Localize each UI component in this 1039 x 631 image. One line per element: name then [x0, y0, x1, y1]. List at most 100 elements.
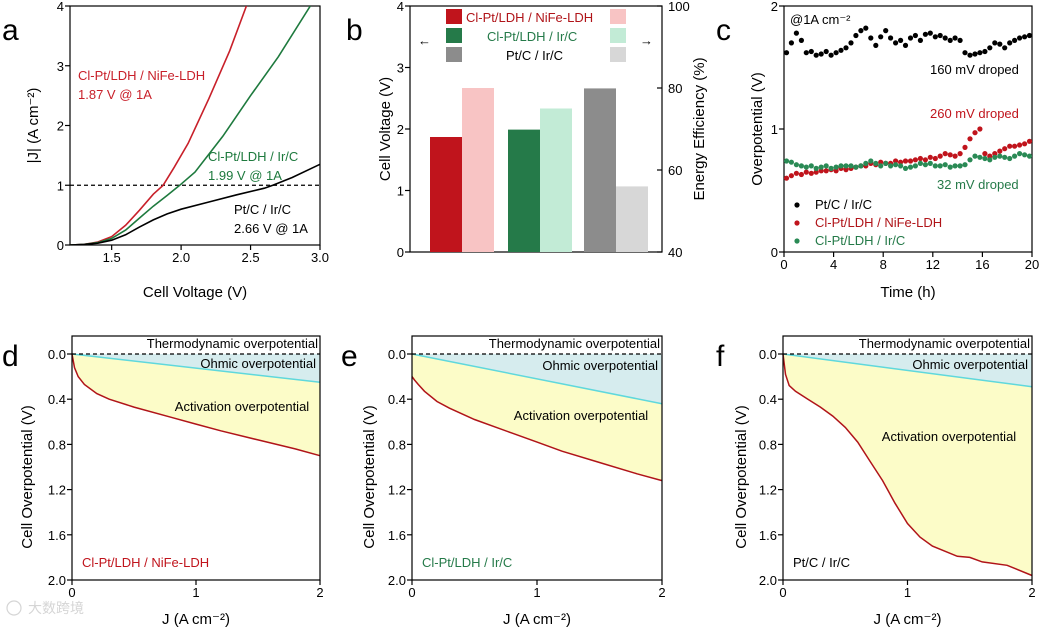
- c-data-point: [962, 50, 968, 56]
- b-y-tick-label: 2: [397, 122, 404, 137]
- c-data-point: [937, 163, 943, 169]
- c-x-axis-label: Time (h): [880, 284, 935, 301]
- c-data-point: [942, 162, 948, 168]
- a-y-axis-label: |J| (A cm⁻²): [25, 88, 42, 164]
- c-data-point: [888, 35, 894, 41]
- c-data-point: [878, 34, 884, 40]
- b-y2-tick-label: 60: [668, 163, 682, 178]
- c-data-point: [883, 28, 889, 34]
- b-y-axis-label: Cell Voltage (V): [377, 77, 394, 181]
- c-data-point: [1026, 138, 1033, 144]
- b-legend-label: Cl-Pt/LDH / NiFe-LDH: [466, 10, 593, 25]
- a-series-label: Pt/C / Ir/C: [234, 202, 291, 217]
- f-region-label: Thermodynamic overpotential: [859, 336, 1030, 351]
- f-y-tick-label: 0.8: [759, 437, 777, 452]
- e-y-tick-label: 0.0: [388, 347, 406, 362]
- c-data-point: [1007, 40, 1013, 46]
- panel-b: 0 1 2 3 4 40 60 80 100 Cl-Pt/LDH / NiFe-LDH Cl-Pt/…: [377, 0, 708, 260]
- c-x-tick-label: 4: [830, 257, 837, 272]
- c-data-point: [853, 32, 859, 39]
- c-data-point: [788, 40, 795, 46]
- c-data-point: [878, 159, 884, 165]
- c-x-tick-label: 16: [975, 257, 989, 272]
- d-region-label: Activation overpotential: [175, 399, 310, 414]
- b-legend-swatch: [446, 28, 462, 43]
- c-data-point: [997, 153, 1003, 159]
- d-region-label: Ohmic overpotential: [200, 356, 316, 371]
- c-data-point: [987, 45, 993, 51]
- a-y-tick-label: 4: [57, 0, 64, 14]
- c-data-point: [927, 160, 933, 166]
- c-data-point: [1017, 35, 1023, 41]
- a-x-tick-label: 2.5: [242, 250, 260, 265]
- c-data-point: [957, 37, 963, 44]
- c-data-point: [1002, 146, 1008, 152]
- d-y-tick-label: 0.8: [48, 437, 66, 452]
- d-y-tick-label: 1.6: [48, 528, 66, 543]
- panel-letter-a: a: [2, 14, 19, 47]
- panel-letter-b: b: [346, 14, 363, 47]
- c-legend-label: Cl-Pt/LDH / Ir/C: [815, 233, 905, 248]
- c-data-point: [843, 167, 849, 173]
- c-data-point: [788, 159, 795, 165]
- c-data-point: [833, 164, 839, 170]
- c-data-point: [982, 155, 988, 162]
- f-y-tick-label: 0.4: [759, 392, 777, 407]
- a-y-tick-label: 0: [57, 238, 64, 253]
- d-x-tick-label: 2: [316, 585, 323, 600]
- e-activation-area: [412, 354, 662, 481]
- f-x-tick-label: 2: [1028, 585, 1035, 600]
- a-x-tick-label: 2.0: [172, 250, 190, 265]
- b-arrow-right: →: [640, 33, 653, 48]
- c-data-point: [992, 40, 998, 46]
- c-data-point: [818, 168, 824, 174]
- f-sample-label: Pt/C / Ir/C: [793, 555, 850, 570]
- f-ohmic-line: [782, 353, 1033, 388]
- c-data-point: [868, 35, 874, 41]
- b-y-tick-label: 4: [397, 0, 404, 14]
- c-data-point: [962, 162, 968, 168]
- c-y-axis-label: Overpotential (V): [749, 72, 766, 185]
- d-region-label: Thermodynamic overpotential: [147, 336, 318, 351]
- c-data-point: [972, 130, 978, 136]
- c-data-point: [868, 158, 874, 164]
- d-ohmic-line: [71, 353, 321, 383]
- c-data-point: [813, 52, 819, 58]
- c-data-point: [917, 160, 924, 166]
- c-data-point: [783, 158, 790, 164]
- e-region-label: Thermodynamic overpotential: [489, 336, 660, 351]
- c-data-point: [898, 159, 904, 165]
- c-data-point: [828, 52, 834, 58]
- c-x-tick-label: 20: [1025, 257, 1039, 272]
- e-y-tick-label: 1.2: [388, 483, 406, 498]
- c-data-point: [848, 163, 854, 169]
- b-legend-swatch: [446, 47, 462, 62]
- b-legend-swatch: [446, 9, 462, 24]
- c-data-point: [828, 165, 834, 171]
- c-data-point: [1022, 141, 1028, 147]
- c-data-point: [803, 164, 809, 170]
- b-voltage-bar: [508, 129, 540, 252]
- c-data-point: [888, 163, 894, 169]
- f-x-tick-label: 0: [779, 585, 786, 600]
- d-activation-area: [72, 354, 320, 456]
- f-region-label: Ohmic overpotential: [912, 357, 1028, 372]
- a-x-tick-label: 1.5: [103, 250, 121, 265]
- c-data-point: [798, 163, 805, 169]
- c-data-point: [972, 51, 978, 57]
- c-data-point: [947, 152, 953, 158]
- c-legend-label: Cl-Pt/LDH / NiFe-LDH: [815, 215, 942, 230]
- c-data-point: [952, 163, 958, 169]
- c-annotation: 160 mV droped: [930, 62, 1019, 77]
- c-data-point: [1017, 151, 1023, 157]
- c-data-point: [997, 41, 1003, 47]
- c-data-point: [838, 163, 844, 169]
- c-data-point: [818, 164, 824, 170]
- c-data-point: [1026, 153, 1033, 159]
- c-data-point: [942, 35, 948, 41]
- d-x-tick-label: 0: [68, 585, 75, 600]
- c-data-point: [907, 158, 914, 164]
- c-data-point: [858, 163, 864, 169]
